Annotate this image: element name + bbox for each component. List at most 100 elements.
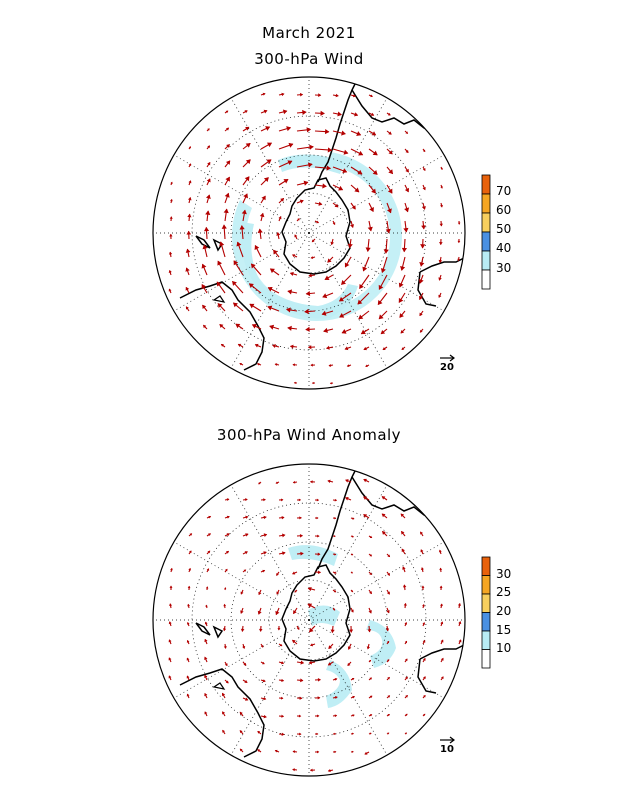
wind-vector <box>260 551 267 555</box>
colorbar-swatch <box>481 174 491 195</box>
wind-vector <box>233 260 244 276</box>
wind-vector <box>273 249 280 258</box>
wind-vector <box>274 749 280 753</box>
wind-vector <box>186 230 192 240</box>
wind-vector <box>296 162 313 168</box>
wind-vector <box>204 692 208 699</box>
wind-vector <box>187 213 192 222</box>
wind-vector <box>404 640 408 645</box>
wind-vector <box>364 751 370 755</box>
wind-vector <box>201 284 208 294</box>
meridian-line <box>308 619 448 701</box>
colorbar-swatch <box>481 212 491 233</box>
wind-vector <box>204 638 208 645</box>
wind-vector <box>421 202 426 210</box>
wind-vector <box>239 711 244 717</box>
wind-vector <box>240 589 244 595</box>
wind-vector <box>278 714 285 718</box>
wind-vector <box>278 732 285 736</box>
top-colorbar-label-30: 30 <box>496 261 511 275</box>
meridian-line <box>308 232 390 372</box>
wind-vector <box>242 176 250 186</box>
wind-vector <box>332 553 337 556</box>
wind-vector <box>368 695 373 699</box>
anomaly-shading <box>288 545 338 566</box>
wind-vector <box>404 732 408 735</box>
wind-vector <box>305 326 316 332</box>
wind-vector <box>378 274 388 290</box>
wind-vector <box>314 147 333 153</box>
wind-vector <box>323 327 334 333</box>
latitude-circle <box>230 541 388 699</box>
wind-vector <box>304 308 316 315</box>
wind-vector <box>440 676 444 681</box>
wind-vector <box>224 127 230 132</box>
wind-vector <box>368 571 372 576</box>
wind-vector <box>206 550 211 555</box>
wind-vector <box>289 271 298 276</box>
wind-vector <box>292 254 298 258</box>
wind-vector <box>350 166 363 175</box>
wind-vector <box>363 514 370 519</box>
wind-vector <box>296 109 307 116</box>
wind-vector <box>267 286 280 294</box>
wind-vector <box>350 677 355 681</box>
wind-vector <box>188 550 192 555</box>
wind-vector <box>296 92 304 97</box>
wind-vector <box>386 607 390 614</box>
wind-vector <box>278 643 283 647</box>
wind-vector <box>240 625 245 632</box>
bottom-wind-anomaly-vectors <box>168 478 462 773</box>
wind-vector <box>328 643 334 650</box>
meridian-line <box>308 619 390 759</box>
wind-vector <box>187 603 190 609</box>
wind-vector <box>259 625 263 632</box>
wind-vector <box>185 248 191 258</box>
wind-vector <box>201 263 208 276</box>
top-wind-vectors <box>168 92 461 385</box>
wind-vector <box>332 607 336 611</box>
wind-vector <box>386 553 391 558</box>
wind-vector <box>276 231 281 240</box>
wind-vector <box>385 625 390 632</box>
wind-vector <box>382 531 388 537</box>
wind-vector <box>457 238 461 244</box>
wind-vector <box>422 166 426 172</box>
wind-vector <box>186 675 190 681</box>
wind-vector <box>368 607 372 614</box>
wind-vector <box>221 692 226 699</box>
wind-vector <box>204 656 208 663</box>
wind-vector <box>241 209 247 222</box>
wind-vector <box>170 181 173 186</box>
wind-vector <box>366 643 371 650</box>
wind-vector <box>341 274 352 285</box>
colorbar-swatch <box>481 649 491 669</box>
bottom-map-boundary <box>152 463 466 777</box>
wind-vector <box>383 238 389 254</box>
wind-vector <box>278 498 284 502</box>
wind-vector <box>206 568 210 573</box>
wind-vector <box>422 694 426 699</box>
wind-vector <box>278 160 293 168</box>
wind-vector <box>296 696 303 700</box>
wind-vector <box>350 535 354 538</box>
wind-vector <box>242 159 251 168</box>
wind-vector <box>404 148 409 154</box>
top-polar-map <box>152 76 466 390</box>
wind-vector <box>309 768 316 772</box>
jet-core-shading <box>241 222 358 319</box>
wind-vector <box>204 674 208 681</box>
wind-vector <box>205 210 211 222</box>
wind-vector <box>296 516 302 520</box>
wind-vector <box>242 533 249 537</box>
wind-vector <box>232 302 244 312</box>
wind-vector <box>217 303 226 312</box>
wind-vector <box>296 144 314 150</box>
wind-vector <box>278 126 292 132</box>
wind-vector <box>380 328 388 335</box>
meridian-line <box>308 152 448 234</box>
wind-vector <box>386 148 393 155</box>
wind-vector <box>327 661 334 666</box>
wind-vector <box>278 142 294 150</box>
